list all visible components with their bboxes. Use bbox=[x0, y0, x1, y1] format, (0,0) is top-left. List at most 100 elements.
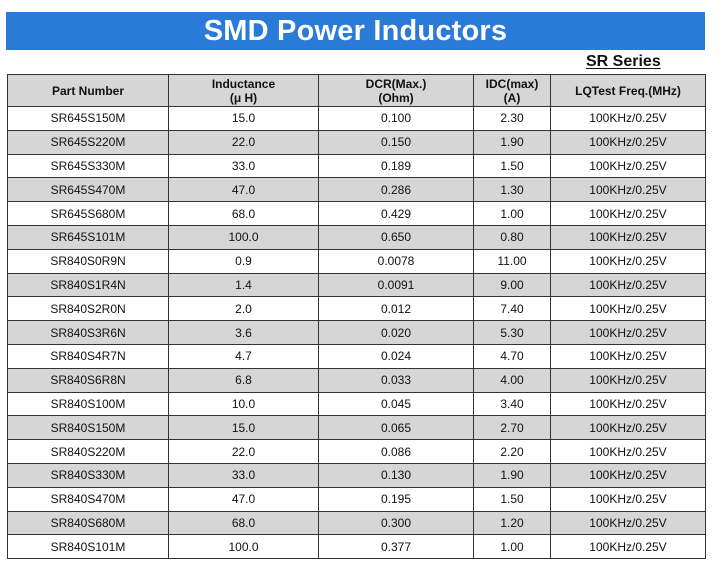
cell-part-number: SR840S150M bbox=[7, 415, 169, 441]
cell-dcr: 0.130 bbox=[318, 462, 474, 488]
cell-test-freq: 100KHz/0.25V bbox=[550, 224, 706, 250]
cell-part-number: SR840S470M bbox=[7, 486, 169, 512]
header-part-number: Part Number bbox=[7, 74, 169, 107]
cell-dcr: 0.195 bbox=[318, 486, 474, 512]
table-row: SR840S680M 68.0 0.300 1.20 100KHz/0.25V bbox=[7, 510, 706, 536]
cell-inductance: 22.0 bbox=[168, 129, 319, 155]
cell-part-number: SR840S0R9N bbox=[7, 248, 169, 274]
cell-idc: 11.00 bbox=[473, 248, 551, 274]
table-row: SR645S680M 68.0 0.429 1.00 100KHz/0.25V bbox=[7, 201, 706, 226]
cell-inductance: 68.0 bbox=[168, 510, 319, 536]
cell-idc: 1.00 bbox=[473, 534, 551, 560]
cell-inductance: 47.0 bbox=[168, 486, 319, 512]
cell-test-freq: 100KHz/0.25V bbox=[550, 296, 706, 322]
table-row: SR840S470M 47.0 0.195 1.50 100KHz/0.25V bbox=[7, 486, 706, 512]
cell-part-number: SR840S101M bbox=[7, 534, 169, 560]
cell-part-number: SR645S220M bbox=[7, 129, 169, 155]
header-row: Part Number Inductance (μ H) DCR(Max.) (… bbox=[7, 74, 706, 107]
cell-dcr: 0.150 bbox=[318, 129, 474, 155]
cell-test-freq: 100KHz/0.25V bbox=[550, 486, 706, 512]
cell-idc: 4.00 bbox=[473, 367, 551, 393]
cell-inductance: 1.4 bbox=[168, 272, 319, 298]
table-row: SR645S470M 47.0 0.286 1.30 100KHz/0.25V bbox=[7, 177, 706, 203]
cell-test-freq: 100KHz/0.25V bbox=[550, 343, 706, 369]
cell-part-number: SR840S220M bbox=[7, 439, 169, 464]
cell-idc: 1.90 bbox=[473, 462, 551, 488]
cell-test-freq: 100KHz/0.25V bbox=[550, 462, 706, 488]
inductor-spec-table: Part Number Inductance (μ H) DCR(Max.) (… bbox=[7, 74, 706, 560]
header-dcr: DCR(Max.) (Ohm) bbox=[318, 74, 474, 107]
cell-dcr: 0.650 bbox=[318, 224, 474, 250]
cell-part-number: SR840S100M bbox=[7, 391, 169, 417]
table-row: SR645S150M 15.0 0.100 2.30 100KHz/0.25V bbox=[7, 106, 706, 131]
cell-dcr: 0.020 bbox=[318, 320, 474, 345]
header-inductance: Inductance (μ H) bbox=[168, 74, 319, 107]
page-title: SMD Power Inductors bbox=[203, 14, 508, 47]
cell-dcr: 0.086 bbox=[318, 439, 474, 464]
cell-inductance: 2.0 bbox=[168, 296, 319, 322]
cell-idc: 1.90 bbox=[473, 129, 551, 155]
cell-inductance: 47.0 bbox=[168, 177, 319, 203]
table-row: SR840S3R6N 3.6 0.020 5.30 100KHz/0.25V bbox=[7, 320, 706, 345]
cell-inductance: 100.0 bbox=[168, 224, 319, 250]
cell-idc: 1.00 bbox=[473, 201, 551, 226]
cell-inductance: 22.0 bbox=[168, 439, 319, 464]
cell-inductance: 15.0 bbox=[168, 415, 319, 441]
cell-part-number: SR645S470M bbox=[7, 177, 169, 203]
cell-dcr: 0.286 bbox=[318, 177, 474, 203]
cell-idc: 1.20 bbox=[473, 510, 551, 536]
cell-inductance: 33.0 bbox=[168, 462, 319, 488]
cell-test-freq: 100KHz/0.25V bbox=[550, 510, 706, 536]
cell-part-number: SR840S4R7N bbox=[7, 343, 169, 369]
cell-inductance: 6.8 bbox=[168, 367, 319, 393]
cell-part-number: SR840S680M bbox=[7, 510, 169, 536]
cell-inductance: 15.0 bbox=[168, 106, 319, 131]
cell-idc: 0.80 bbox=[473, 224, 551, 250]
table-row: SR840S220M 22.0 0.086 2.20 100KHz/0.25V bbox=[7, 439, 706, 464]
cell-dcr: 0.012 bbox=[318, 296, 474, 322]
table-row: SR840S1R4N 1.4 0.0091 9.00 100KHz/0.25V bbox=[7, 272, 706, 298]
header-idc-label: IDC(max) bbox=[485, 76, 539, 91]
cell-idc: 2.20 bbox=[473, 439, 551, 464]
cell-inductance: 10.0 bbox=[168, 391, 319, 417]
cell-part-number: SR645S101M bbox=[7, 224, 169, 250]
header-idc: IDC(max) (A) bbox=[473, 74, 551, 107]
table-row: SR840S4R7N 4.7 0.024 4.70 100KHz/0.25V bbox=[7, 343, 706, 369]
table-row: SR840S101M 100.0 0.377 1.00 100KHz/0.25V bbox=[7, 534, 706, 560]
cell-idc: 7.40 bbox=[473, 296, 551, 322]
cell-dcr: 0.0091 bbox=[318, 272, 474, 298]
table-row: SR840S0R9N 0.9 0.0078 11.00 100KHz/0.25V bbox=[7, 248, 706, 274]
cell-dcr: 0.189 bbox=[318, 153, 474, 179]
header-dcr-label: DCR(Max.) bbox=[365, 76, 427, 91]
header-dcr-unit: (Ohm) bbox=[378, 90, 414, 105]
cell-idc: 4.70 bbox=[473, 343, 551, 369]
cell-idc: 1.50 bbox=[473, 486, 551, 512]
cell-part-number: SR840S3R6N bbox=[7, 320, 169, 345]
cell-inductance: 100.0 bbox=[168, 534, 319, 560]
table-row: SR645S330M 33.0 0.189 1.50 100KHz/0.25V bbox=[7, 153, 706, 179]
cell-inductance: 3.6 bbox=[168, 320, 319, 345]
cell-part-number: SR840S330M bbox=[7, 462, 169, 488]
cell-dcr: 0.024 bbox=[318, 343, 474, 369]
cell-inductance: 33.0 bbox=[168, 153, 319, 179]
cell-test-freq: 100KHz/0.25V bbox=[550, 106, 706, 131]
cell-test-freq: 100KHz/0.25V bbox=[550, 367, 706, 393]
cell-inductance: 0.9 bbox=[168, 248, 319, 274]
cell-test-freq: 100KHz/0.25V bbox=[550, 534, 706, 560]
cell-part-number: SR840S1R4N bbox=[7, 272, 169, 298]
table-row: SR645S220M 22.0 0.150 1.90 100KHz/0.25V bbox=[7, 129, 706, 155]
cell-idc: 9.00 bbox=[473, 272, 551, 298]
cell-part-number: SR840S2R0N bbox=[7, 296, 169, 322]
cell-test-freq: 100KHz/0.25V bbox=[550, 439, 706, 464]
table-row: SR645S101M 100.0 0.650 0.80 100KHz/0.25V bbox=[7, 224, 706, 250]
cell-idc: 1.30 bbox=[473, 177, 551, 203]
cell-test-freq: 100KHz/0.25V bbox=[550, 248, 706, 274]
header-test-freq-label: LQTest Freq.(MHz) bbox=[575, 83, 681, 98]
series-label: SR Series bbox=[586, 53, 661, 70]
cell-test-freq: 100KHz/0.25V bbox=[550, 201, 706, 226]
cell-dcr: 0.300 bbox=[318, 510, 474, 536]
cell-inductance: 68.0 bbox=[168, 201, 319, 226]
cell-part-number: SR840S6R8N bbox=[7, 367, 169, 393]
cell-test-freq: 100KHz/0.25V bbox=[550, 415, 706, 441]
table-row: SR840S100M 10.0 0.045 3.40 100KHz/0.25V bbox=[7, 391, 706, 417]
